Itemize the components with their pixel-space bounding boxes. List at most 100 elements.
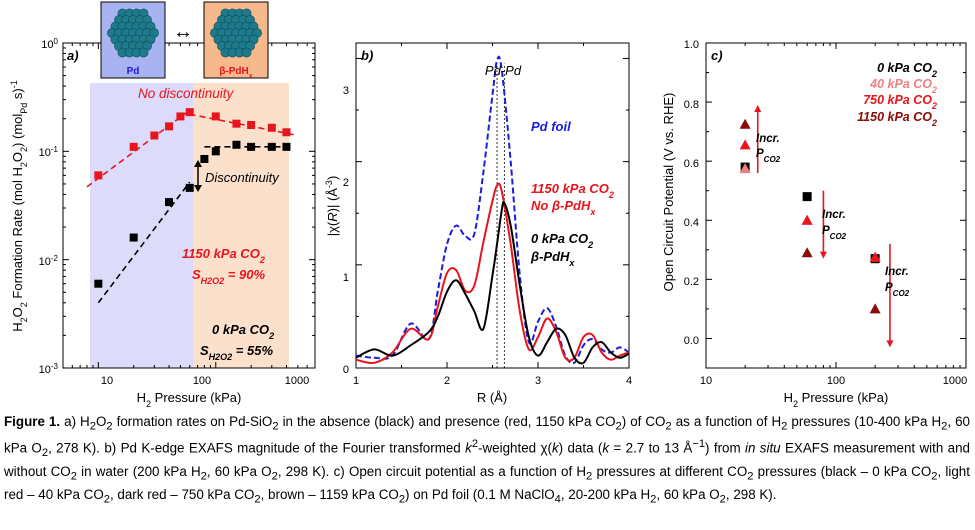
- data-point: [739, 163, 751, 174]
- legend-pd-foil: Pd foil: [531, 119, 571, 134]
- panel-c-xtick-label: 100: [827, 375, 845, 387]
- fit-line-0: [86, 109, 191, 188]
- panel-c-ytick-label: 0.4: [684, 217, 699, 229]
- sphere: [138, 47, 149, 58]
- data-point: [282, 128, 291, 137]
- panel-c-ticks: [705, 42, 966, 369]
- legend-red-line1: 1150 kPa CO2: [531, 181, 614, 200]
- panel-a-ytick-label: 100: [41, 37, 58, 52]
- red-selectivity-label: SH2O2 = 90%: [192, 267, 265, 286]
- panel-c-arrows: [754, 105, 894, 348]
- legend-entry-0: 0 kPa CO2: [877, 61, 937, 79]
- data-point: [200, 154, 209, 163]
- legend-entry-2: 750 kPa CO2: [863, 93, 937, 111]
- fit-line-2: [97, 181, 191, 304]
- panel-b-label: b): [361, 48, 373, 63]
- incr-arrowhead-1: [819, 251, 827, 259]
- panel-b-x-axis-label: R (Å): [477, 390, 507, 405]
- data-point: [869, 251, 881, 262]
- data-point: [211, 112, 220, 121]
- legend-black-line2: β-PdHx: [530, 249, 575, 268]
- incr-label-1: Incr.: [756, 133, 780, 145]
- data-point: [165, 198, 174, 207]
- panel-a-x-axis-label: H2 Pressure (kPa): [137, 390, 242, 409]
- panel-b-ytick-label: 2: [343, 177, 349, 189]
- pdhx-cluster-label: β-PdHx: [219, 66, 252, 80]
- pd-cluster-spheres: [107, 8, 159, 58]
- pd-pd-peak-label: Pd-Pd: [485, 63, 522, 78]
- panel-a-xtick-label: 10: [101, 375, 113, 387]
- incr-arrowhead-0: [754, 105, 762, 113]
- pdhx-cluster-spheres: [210, 8, 262, 58]
- legend-entry-3: 1150 kPa CO2: [857, 110, 937, 128]
- data-point: [282, 142, 291, 151]
- legend-black-line1: 0 kPa CO2: [531, 231, 593, 250]
- data-point: [150, 131, 159, 140]
- incr-label-2-p: PCO2: [822, 225, 847, 241]
- data-point: [211, 147, 220, 156]
- fit-line-1: [189, 113, 295, 136]
- panel-c-frame: [705, 42, 967, 369]
- data-point: [232, 119, 241, 128]
- panel-c-ytick-label: 0.0: [684, 335, 699, 347]
- data-point: [801, 214, 813, 225]
- panel-c: c) 0 kPa CO2 40 kPa CO2 750 kPa CO2 1150…: [661, 39, 967, 409]
- incr-label-3-p: PCO2: [885, 282, 910, 298]
- panel-a-frame: [62, 42, 316, 369]
- panel-c-x-axis-label: H2 Pressure (kPa): [784, 390, 889, 409]
- panel-b-spectra: [355, 55, 630, 368]
- legend-red-line2: No β-PdHx: [531, 198, 596, 217]
- panel-b: b) Pd-Pd Pd foil 1150 kPa CO2 No β-PdHx …: [324, 42, 632, 405]
- legend-entry-1: 40 kPa CO2: [869, 77, 937, 95]
- panel-a-blue-band: [90, 83, 193, 368]
- pdhx-cluster-image: β-PdHx: [203, 1, 269, 80]
- panel-b-ytick-label: 1: [343, 272, 349, 284]
- incr-label-2: Incr.: [822, 209, 846, 221]
- interconversion-arrow: ↔: [173, 21, 193, 43]
- panel-c-ytick-label: 0.8: [684, 99, 699, 111]
- data-point: [739, 139, 751, 150]
- panel-b-xtick-label: 2: [444, 375, 450, 387]
- panel-b-ticks: [355, 43, 630, 369]
- discontinuity-arrow: [194, 160, 202, 192]
- data-point: [165, 122, 174, 131]
- panel-b-xtick-label: 4: [626, 375, 632, 387]
- red-condition-label: 1150 kPa CO2: [182, 246, 265, 265]
- panel-a-label: a): [67, 48, 79, 63]
- data-point: [247, 121, 256, 130]
- panel-b-xtick-label: 1: [353, 375, 359, 387]
- no-discontinuity-label: No discontinuity: [138, 86, 235, 101]
- panel-b-ytick-label: 0: [343, 364, 349, 376]
- pd-foil-line: [355, 55, 630, 365]
- data-point: [232, 140, 241, 149]
- panel-b-xtick-label: 3: [535, 375, 541, 387]
- panel-c-markers: [739, 118, 881, 314]
- black-condition-label: 0 kPa CO2: [212, 322, 274, 341]
- co2-0-line: [355, 201, 630, 365]
- panel-a: a) Pd ↔ β-PdHx No discontinuity Disconti…: [9, 1, 316, 409]
- panel-b-y-axis-label: |χ(R)| (Å-3): [324, 176, 340, 237]
- panel-a-xtick-label: 1000: [285, 375, 309, 387]
- data-point: [185, 183, 194, 192]
- pd-cluster-image: Pd: [100, 1, 166, 79]
- black-selectivity-label: SH2O2 = 55%: [200, 343, 273, 362]
- panel-b-ytick-label: 3: [343, 85, 349, 97]
- caption-figure-label: Figure 1.: [4, 414, 61, 429]
- panel-c-ytick-label: 1.0: [684, 39, 699, 51]
- panel-a-ytick-label: 10-2: [39, 254, 59, 269]
- data-point: [94, 171, 103, 180]
- data-point: [267, 123, 276, 132]
- panel-a-ytick-label: 10-1: [39, 145, 59, 160]
- panel-c-label: c): [711, 48, 723, 63]
- data-point: [176, 112, 185, 121]
- data-point: [739, 118, 751, 129]
- panel-c-xtick-label: 1000: [943, 375, 967, 387]
- panel-c-ytick-label: 0.6: [684, 158, 699, 170]
- data-point: [869, 303, 881, 314]
- discontinuity-label: Discontinuity: [205, 170, 280, 185]
- figure-caption: Figure 1. a) H2O2 formation rates on Pd-…: [4, 414, 971, 506]
- data-point: [185, 108, 194, 117]
- data-point: [267, 142, 276, 151]
- incr-arrowhead-2: [886, 340, 894, 348]
- panel-c-y-axis-label: Open Circuit Potential (V vs. RHE): [661, 93, 676, 292]
